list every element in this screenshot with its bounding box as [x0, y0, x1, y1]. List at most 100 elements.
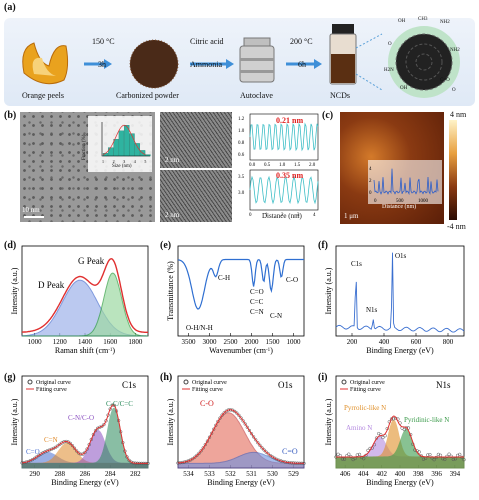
data-point — [83, 450, 87, 455]
label-ncds: NCDs — [330, 91, 351, 100]
x-tick-label: 530 — [267, 470, 278, 478]
colorbar-top: 4 nm — [450, 110, 467, 119]
hrtem-image-2 — [160, 170, 232, 222]
data-point — [220, 413, 224, 417]
x-tick-label: 600 — [411, 338, 422, 346]
scale-label-3: 2 nm — [165, 211, 180, 219]
data-point — [417, 450, 421, 454]
data-point — [212, 427, 216, 431]
hist-bar — [118, 130, 125, 157]
x-tick-label: 290 — [29, 470, 40, 478]
plot-frame — [177, 245, 305, 337]
data-point — [43, 450, 47, 454]
y-axis-label: Transmittance (%) — [166, 261, 175, 321]
hist-bar — [129, 133, 135, 157]
data-point — [199, 449, 203, 453]
x-tick-label: 400 — [379, 338, 390, 346]
scale-bar-1 — [24, 216, 44, 218]
ncd-structure-image — [388, 26, 460, 98]
carbonized-powder-image — [130, 40, 178, 88]
data-point — [275, 457, 279, 461]
legend-original: Original curve — [350, 380, 385, 386]
orange-peels-image — [22, 42, 69, 85]
c1s-fit — [21, 404, 148, 464]
data-point — [391, 417, 396, 421]
group-nh2-2: NH2 — [450, 48, 460, 53]
x-tick-label: 394 — [450, 470, 461, 478]
data-point — [209, 431, 214, 435]
prof2-xtick: 2 — [281, 213, 284, 218]
x-tick-label: 2000 — [245, 338, 260, 346]
data-point — [201, 446, 205, 450]
chart-g: 290 288 286 284 282 Binding Energy (eV) Intens… — [10, 375, 150, 487]
o1s-annotation: C-O — [200, 399, 214, 408]
scale-label-2: 2 nm — [165, 156, 180, 164]
legend-original: Original curve — [192, 380, 227, 386]
y-axis-label: Intensity (a.u.) — [10, 267, 19, 314]
x-tick-label: 2500 — [224, 338, 239, 346]
x-tick-label: 286 — [80, 470, 91, 478]
hist-xtick: 5 — [144, 159, 146, 164]
group-nh2-1: NH2 — [440, 20, 450, 25]
x-tick-label: 529 — [288, 470, 299, 478]
data-point — [241, 419, 245, 423]
ftir-annotation: C=O — [250, 288, 264, 296]
data-point — [72, 446, 77, 450]
x-axis-label: Binding Energy (eV) — [51, 478, 119, 487]
prof2-ytick: 3.0 — [238, 191, 245, 196]
x-tick-label: 531 — [246, 470, 257, 478]
o1s-fit — [177, 409, 305, 464]
data-point — [342, 457, 347, 461]
prof1-xtick: 0.0 — [249, 163, 256, 168]
data-point — [125, 455, 129, 459]
data-point — [239, 416, 243, 420]
ftir-annotation: C-N — [270, 312, 282, 320]
data-point — [237, 413, 241, 417]
data-point — [243, 422, 247, 426]
legend-original-marker — [27, 379, 33, 385]
x-tick-label: 1200 — [53, 338, 68, 346]
x-tick-label: 3500 — [182, 338, 197, 346]
chart-f: 200 400 600 800 Binding Energy (eV) Intensity… — [324, 245, 465, 355]
data-point — [127, 458, 131, 462]
ftir-annotation: C=N — [250, 308, 264, 316]
ftir-annotation: O-H/N-H — [186, 324, 213, 332]
prof2-xtick: 0 — [249, 213, 252, 218]
prof1-xtick: 0.5 — [264, 163, 271, 168]
hist-xtick: 3 — [123, 159, 125, 164]
x-tick-label: 402 — [376, 470, 387, 478]
ftir-annotation: C=C — [250, 298, 264, 306]
data-point — [421, 457, 426, 461]
panel-label-c: (c) — [322, 110, 334, 121]
step2-reagent-1: Citric acid — [190, 37, 224, 46]
chart-title: O1s — [278, 380, 293, 390]
x-tick-label: 404 — [358, 470, 369, 478]
data-point — [207, 435, 212, 439]
chart-i: 406 404 402 400 398 396 394 Binding Energy (eV)… — [324, 375, 466, 487]
x-axis-label: Raman shift (cm-1) — [55, 346, 116, 355]
o1s-annotation: C=O — [282, 447, 298, 456]
afm-xtick: 0 — [374, 199, 377, 204]
data-point — [449, 454, 453, 458]
data-point — [362, 457, 366, 461]
colorbar-bottom: -4 nm — [447, 222, 466, 231]
afm-colorbar — [449, 120, 457, 220]
lattice-spacing-1: 0.21 nm — [276, 116, 304, 125]
hist-fit — [102, 124, 146, 155]
y-axis-label: Intensity (a.u.) — [324, 267, 333, 314]
data-point — [245, 425, 249, 429]
annotation-d-peak: D Peak — [38, 280, 65, 290]
ftir-annotation: C-O — [286, 276, 298, 284]
data-point — [235, 411, 239, 415]
data-point — [205, 439, 210, 443]
c1s-annotation: C-N/C-O — [68, 414, 94, 422]
y-axis-label: Intensity (a.u.) — [324, 398, 333, 445]
hist-bar — [124, 125, 130, 157]
prof1-ytick: 1.2 — [238, 117, 245, 122]
data-point — [262, 448, 266, 452]
ftir-annotation: C-H — [218, 274, 230, 282]
c1s-annotation: C=O — [26, 448, 40, 456]
data-point — [256, 441, 260, 445]
data-point — [87, 442, 91, 447]
data-point — [258, 443, 262, 447]
